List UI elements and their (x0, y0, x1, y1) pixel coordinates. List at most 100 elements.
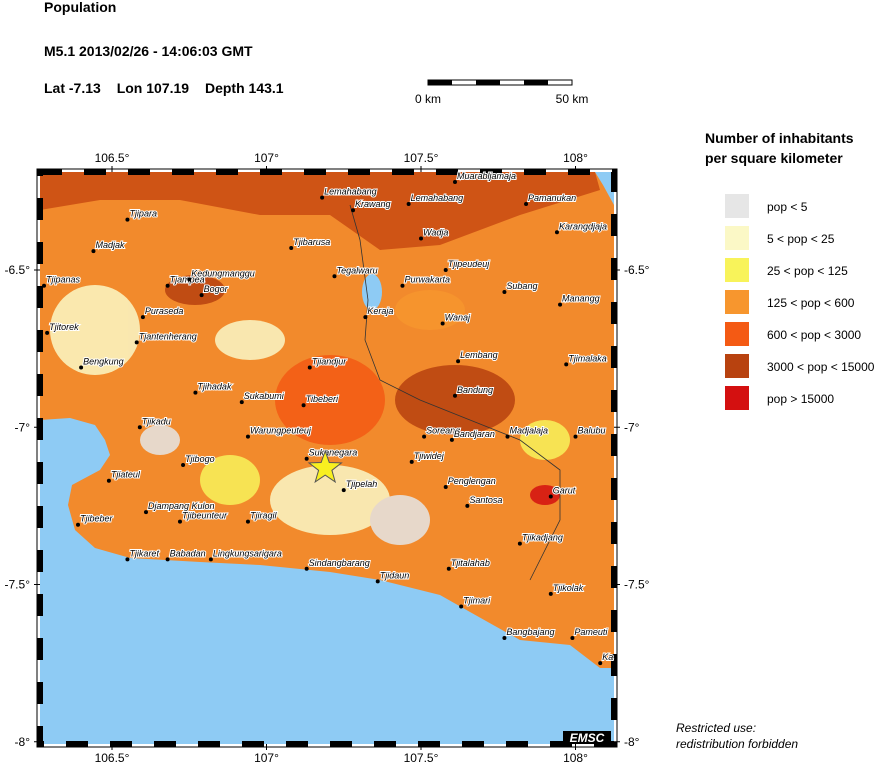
city-label: Madjak (95, 240, 125, 250)
lat-label: Lat (44, 80, 65, 96)
scale-start: 0 km (415, 92, 441, 106)
city-label: Tjibarusa (293, 237, 330, 247)
city-dot (187, 277, 192, 282)
city-label: Tjitalahab (451, 558, 490, 568)
city-dot (332, 274, 337, 279)
city-dot (106, 478, 111, 483)
legend: Number of inhabitants per square kilomet… (705, 130, 875, 410)
lat-value: -7.13 (69, 80, 101, 96)
city-dot (181, 462, 186, 467)
lon-label: 107.5° (404, 151, 439, 165)
city-label: Lingkungsarigara (213, 548, 282, 558)
city-dot (165, 557, 170, 562)
scale-end: 50 km (556, 92, 589, 106)
city-label: Purwakarta (404, 275, 450, 285)
boundary (349, 204, 561, 581)
city-dot (452, 393, 457, 398)
city-label: Pameuti (574, 627, 608, 637)
footer: Restricted use: (676, 721, 756, 735)
city-dot (517, 541, 522, 546)
city-dot (400, 283, 405, 288)
city-label: Keraja (367, 306, 393, 316)
city-label: Djampang Kulon (148, 501, 215, 511)
city-label: Tjantenherang (139, 331, 197, 341)
city-dot (548, 494, 553, 499)
city-dot (45, 330, 50, 335)
city-label: Bogor (204, 284, 229, 294)
reservoir (362, 274, 382, 310)
city-dot (524, 201, 529, 206)
city-dot (304, 566, 309, 571)
city-dot (502, 635, 507, 640)
city-dot (193, 390, 198, 395)
city-label: Tjibeunteur (182, 511, 228, 521)
city-dot (351, 208, 356, 213)
city-label: Tjikaret (129, 548, 159, 558)
city-label: Madjalaja (510, 426, 549, 436)
city-dot (134, 340, 139, 345)
lon-label: 108° (563, 751, 588, 765)
title: Population (44, 0, 116, 15)
city-label: Tjibeber (80, 514, 114, 524)
city-label: Wadja (423, 228, 448, 238)
lat-label: -7.5° (624, 578, 650, 592)
city-dot (443, 485, 448, 490)
logo-box (563, 731, 611, 744)
city-label: Lembang (460, 350, 498, 360)
city-dot (465, 503, 470, 508)
city-label: Tibeberi (306, 394, 339, 404)
city-label: Kedungmanggu (191, 268, 255, 278)
city-label: Tjiragil (250, 511, 278, 521)
legend-label: 25 < pop < 125 (767, 264, 848, 278)
city-label: Tjipelah (346, 479, 378, 489)
lat-label: -7.5° (5, 578, 31, 592)
city-dot (573, 434, 578, 439)
city-label: Tjimalaka (568, 353, 607, 363)
depth-label: Depth (205, 80, 245, 96)
legend-swatch (725, 194, 749, 218)
city-dot (419, 236, 423, 241)
city-label: Tjimari (463, 596, 491, 606)
city-dot (554, 230, 559, 235)
city-label: Muarabljamaja (457, 171, 516, 181)
city-dot (165, 283, 170, 288)
city-label: Tjiateul (111, 470, 141, 480)
city-dot (449, 437, 454, 442)
depth-value: 143.1 (249, 80, 284, 96)
lon-label: 107° (254, 751, 279, 765)
city-label: Bangbajang (506, 627, 554, 637)
city-dot (505, 434, 510, 439)
city-dot (459, 604, 464, 609)
legend-label: pop > 15000 (767, 392, 834, 406)
city-dot (548, 591, 553, 596)
city-label: Bandung (457, 385, 493, 395)
city-dot (363, 315, 368, 320)
city-dot (406, 201, 411, 206)
city-dot (289, 245, 294, 250)
city-dot (443, 268, 448, 272)
city-label: Lemahabang (411, 193, 464, 203)
city-dot (245, 434, 250, 439)
city-label: Sukabumi (244, 391, 285, 401)
city-label: Tjihadak (197, 382, 232, 392)
city-dot (199, 293, 204, 298)
lat-label: -7° (15, 420, 31, 434)
legend-label: 3000 < pop < 15000 (767, 360, 875, 374)
city-dot (502, 290, 507, 295)
city-label: Tjiwidej (414, 451, 445, 461)
lon-label: Lon (117, 80, 143, 96)
city-label: Tjipanas (46, 275, 81, 285)
city-dot (598, 661, 603, 666)
scale-bar: 0 km 50 km (415, 79, 589, 106)
city-dot (440, 321, 445, 326)
city-label: Tegalwaru (336, 265, 377, 275)
city-label: Tjipara (129, 209, 157, 219)
city-label: Penglengan (448, 476, 496, 486)
legend-swatch (725, 226, 749, 250)
city-label: Subang (506, 281, 537, 291)
lon-label: 106.5° (95, 151, 130, 165)
city-label: Warungpeuteuj (250, 426, 312, 436)
city-label: Babadan (170, 548, 206, 558)
logo: EMSC (570, 731, 605, 745)
city-dot (446, 566, 451, 571)
